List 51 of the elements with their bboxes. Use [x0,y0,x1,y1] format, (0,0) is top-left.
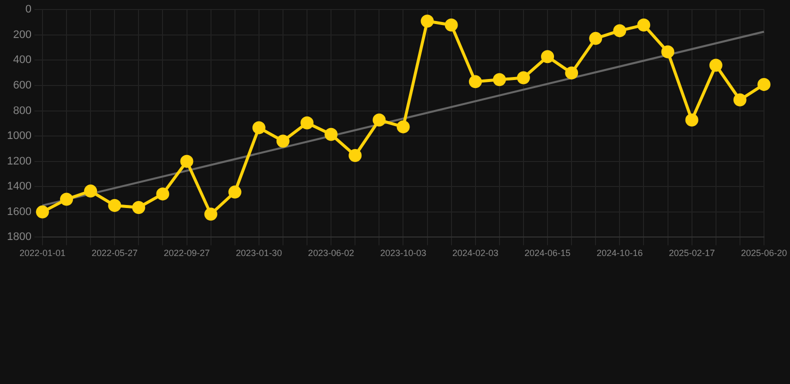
y-tick-label: 0 [25,4,32,16]
y-tick-label: 800 [13,104,32,117]
point [589,32,602,45]
x-tick-label: 2023-10-03 [380,248,426,258]
x-tick-label: 2023-01-30 [236,248,282,258]
point [324,128,338,141]
x-tick-label: 2024-06-15 [524,248,571,258]
point [300,116,314,130]
y-tick-label: 400 [13,54,32,66]
x-tick-label: 2022-09-27 [164,248,210,258]
point [396,120,410,134]
point [516,71,530,84]
point [492,73,506,86]
x-tick-label: 2025-06-20 [740,248,788,258]
y-tick-label: 1000 [6,130,32,142]
y-tick-label: 1600 [6,206,32,218]
y-tick-label: 200 [13,28,32,41]
y-tick-label: 1800 [6,231,32,244]
point [348,149,362,162]
point [613,24,626,38]
point [60,192,74,206]
point [541,50,554,64]
point [228,186,242,199]
point [156,187,170,200]
x-tick-label: 2024-02-03 [452,248,498,258]
point [637,18,650,32]
x-tick-label: 2025-02-17 [668,248,715,258]
x-tick-label: 2023-06-02 [308,248,354,258]
x-tick-label: 2022-01-01 [19,248,66,258]
x-tick-label: 2024-10-16 [596,248,643,258]
x-tick-label: 2022-05-27 [92,248,138,258]
point [685,113,698,126]
point [132,200,146,214]
point [180,154,194,168]
y-tick-label: 1200 [6,155,32,168]
point [108,198,122,212]
point [468,75,482,88]
point [565,66,578,80]
point [420,14,434,28]
y-tick-label: 1400 [6,180,32,193]
point [733,93,746,106]
point [84,184,98,198]
point [757,78,770,91]
point [372,113,386,126]
point [204,208,218,221]
point [709,58,722,72]
point [661,45,674,58]
point [252,121,266,134]
y-tick-label: 600 [13,80,32,92]
point [276,134,290,148]
point [444,18,458,32]
